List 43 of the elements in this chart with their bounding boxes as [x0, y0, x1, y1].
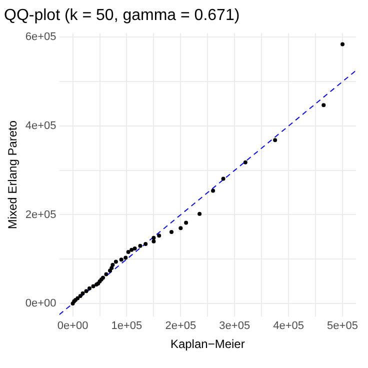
- point: [152, 239, 156, 244]
- x-tick-label: 0e+00: [57, 320, 88, 332]
- point: [119, 258, 124, 262]
- point: [211, 188, 216, 193]
- point: [104, 272, 108, 276]
- point: [157, 234, 162, 238]
- y-tick-label: 4e+05: [25, 120, 56, 132]
- point: [322, 103, 326, 108]
- point: [124, 256, 128, 260]
- point: [110, 266, 114, 270]
- point: [114, 260, 118, 264]
- point: [273, 138, 278, 142]
- point: [132, 246, 137, 250]
- chart-title: QQ-plot (k = 50, gamma = 0.671): [4, 7, 240, 24]
- y-axis-title: Mixed Erlang Pareto: [6, 120, 20, 230]
- point: [84, 289, 88, 294]
- point: [152, 236, 156, 240]
- point: [76, 296, 80, 300]
- point: [110, 262, 115, 267]
- x-tick-label: 2e+05: [165, 320, 196, 332]
- point: [126, 250, 130, 254]
- x-axis-title: Kaplan−Meier: [170, 337, 245, 352]
- y-tick-label: 2e+05: [25, 208, 56, 221]
- point: [184, 220, 188, 225]
- point: [221, 176, 226, 181]
- x-tick-label: 4e+05: [273, 320, 304, 332]
- point: [198, 212, 202, 216]
- point: [80, 291, 85, 296]
- point: [243, 160, 248, 164]
- x-tick-label: 5e+05: [327, 320, 358, 332]
- point: [144, 242, 148, 246]
- point: [138, 244, 142, 248]
- point: [91, 284, 96, 288]
- point: [88, 286, 92, 290]
- x-tick-label: 3e+05: [219, 320, 250, 332]
- point: [130, 248, 134, 252]
- x-tick-label: 1e+05: [111, 320, 142, 332]
- point: [170, 230, 174, 234]
- point: [340, 42, 345, 46]
- y-tick-label: 0e+00: [25, 298, 56, 310]
- point: [78, 294, 82, 298]
- point: [178, 226, 183, 230]
- y-tick-label: 6e+05: [25, 31, 56, 44]
